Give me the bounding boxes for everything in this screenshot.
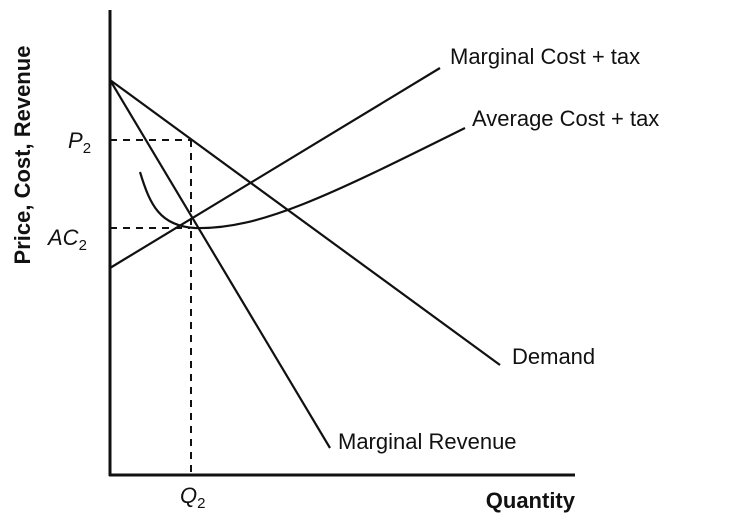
average-cost-curve — [138, 127, 466, 230]
marker-subscript: 2 — [83, 140, 91, 157]
x-axis-label: Quantity — [486, 488, 576, 513]
marginal-revenue-curve — [109, 79, 331, 449]
marginal-cost-curve — [109, 67, 441, 269]
marker-subscript: 2 — [79, 237, 87, 254]
demand-curve — [109, 79, 501, 366]
marker-letter: AC — [46, 225, 79, 250]
curve-label: Average Cost + tax — [472, 106, 659, 131]
marker-letter: Q — [180, 483, 197, 508]
marker-subscript: 2 — [197, 495, 205, 512]
curve-label: Marginal Revenue — [338, 429, 517, 454]
price-marker: P2 — [68, 128, 91, 157]
curve-label: Demand — [512, 344, 595, 369]
curve-label: Marginal Cost + tax — [450, 44, 640, 69]
marker-letter: P — [68, 128, 83, 153]
cost-marker: AC2 — [46, 225, 87, 254]
y-axis-label: Price, Cost, Revenue — [10, 46, 35, 265]
quantity-marker: Q2 — [180, 483, 205, 512]
